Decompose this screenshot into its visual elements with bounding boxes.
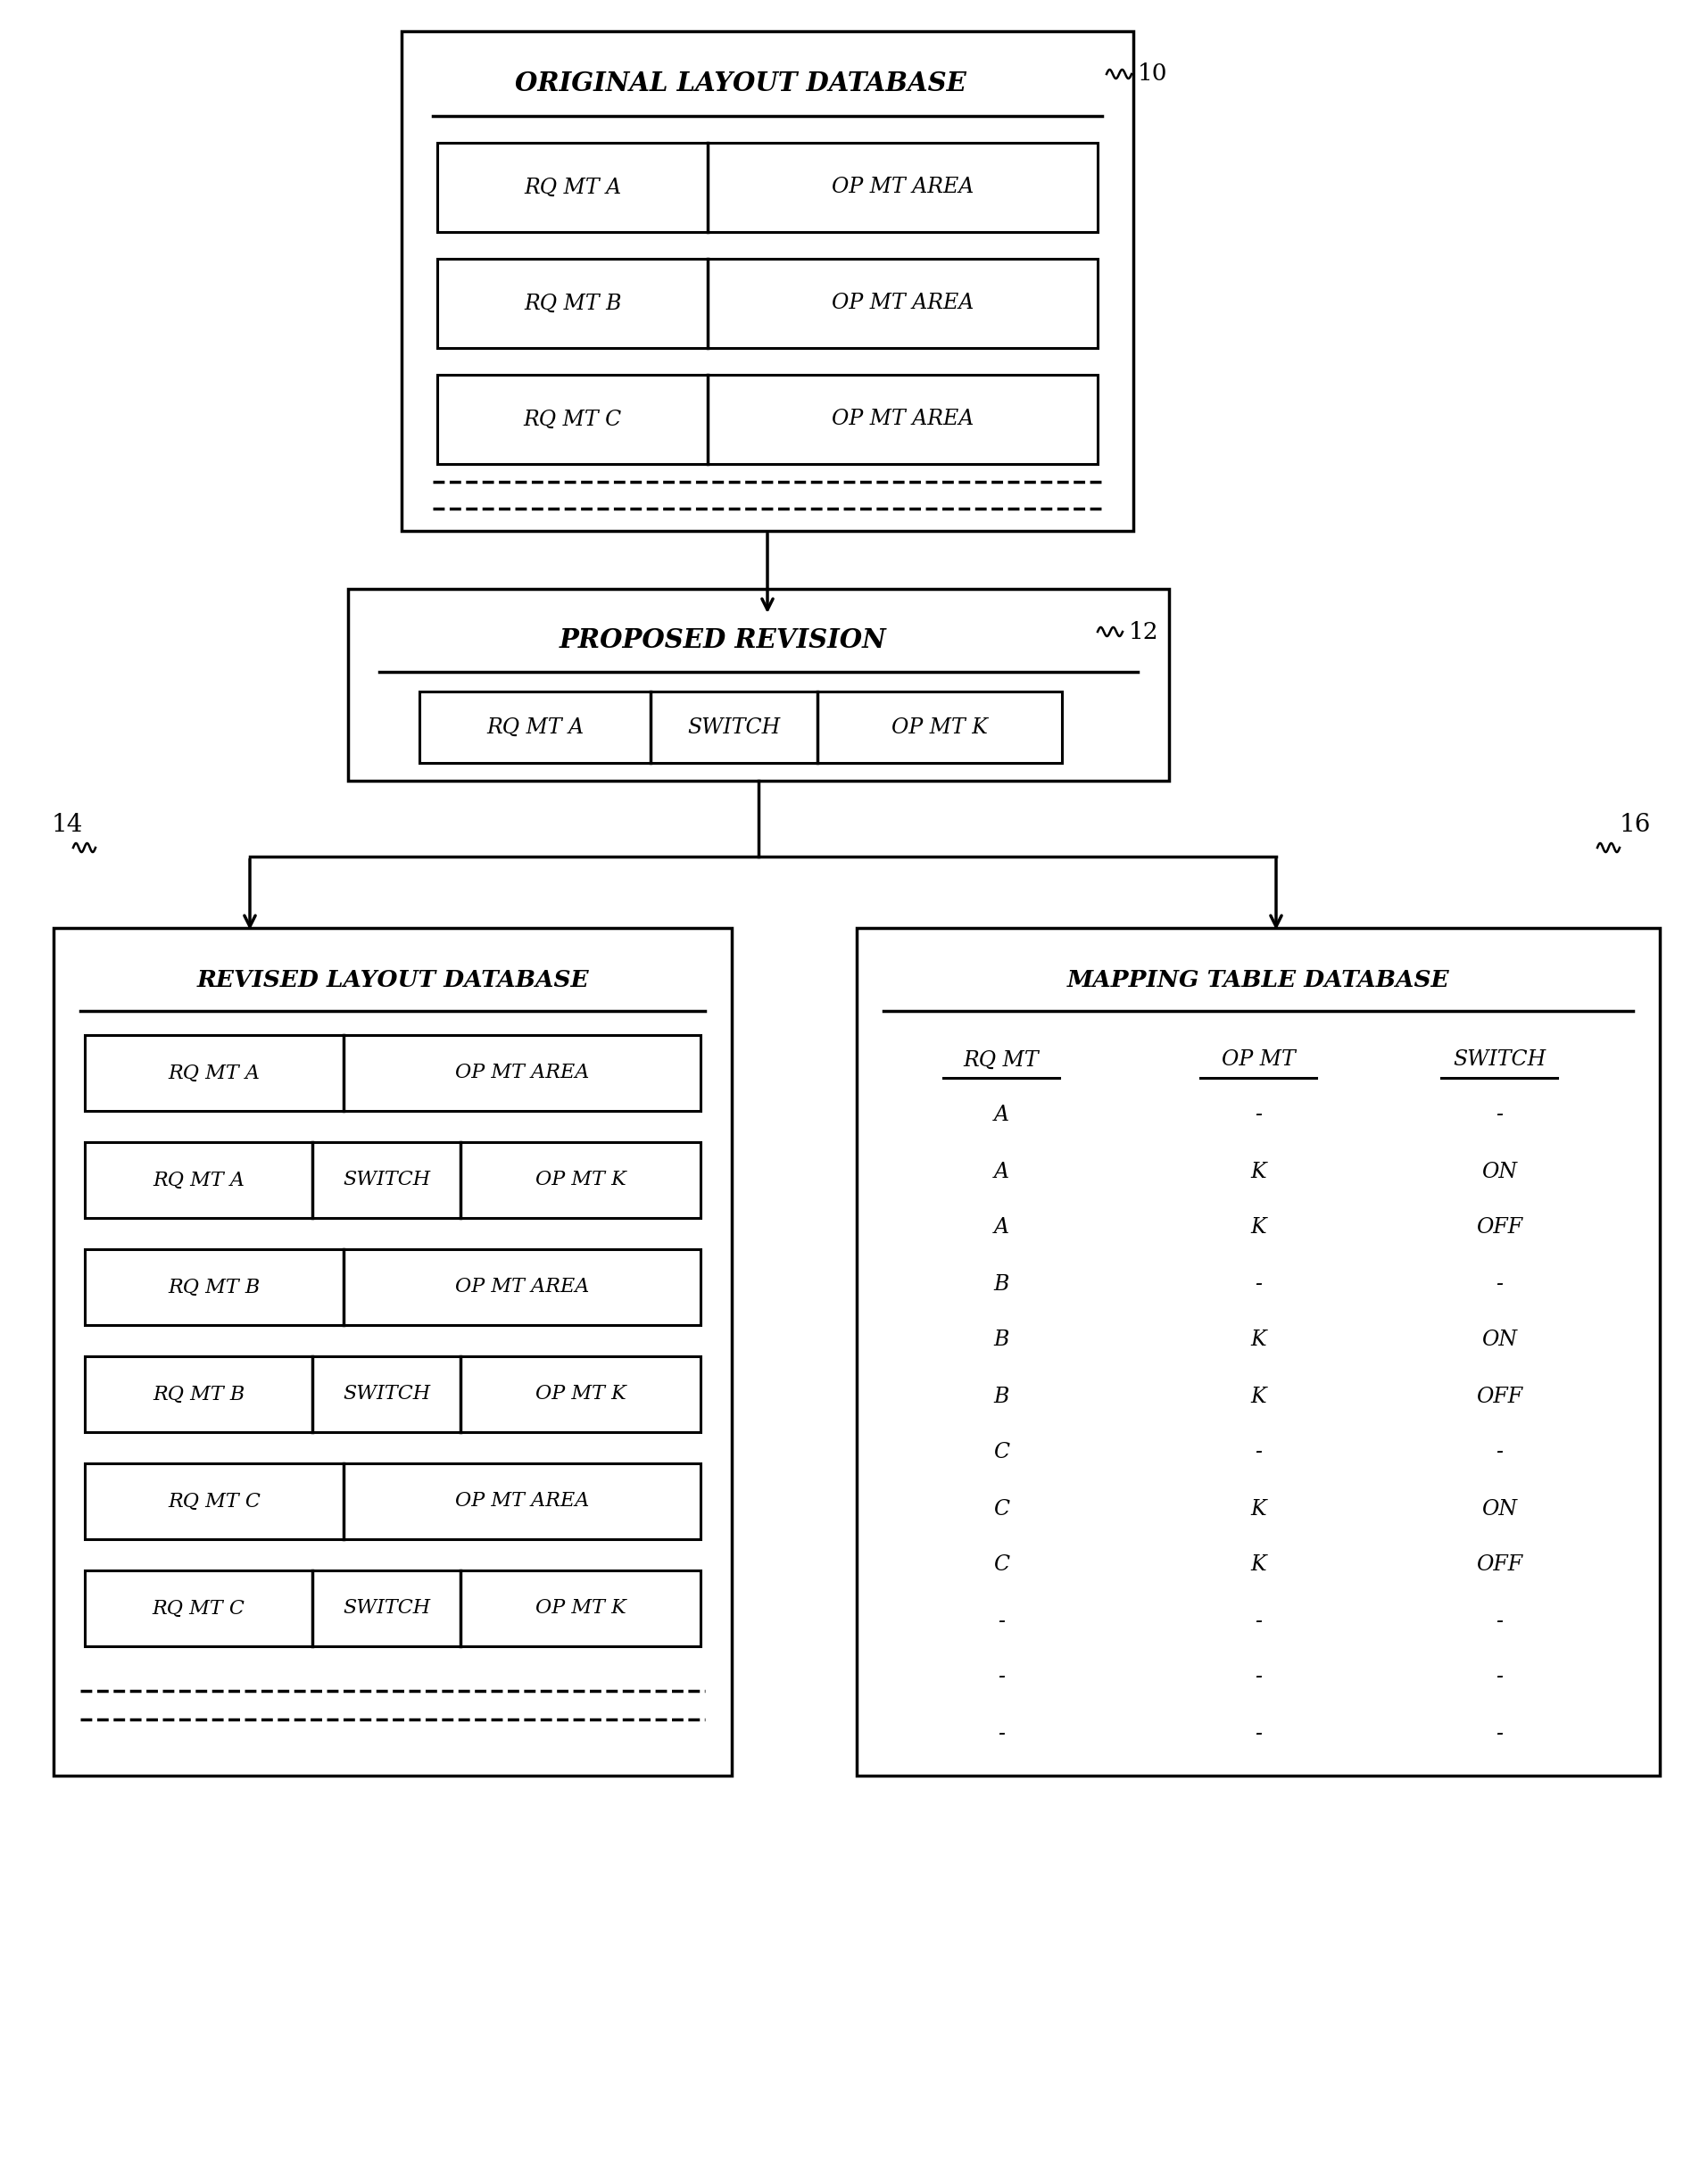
Text: OP MT AREA: OP MT AREA	[832, 294, 974, 313]
Text: K: K	[1250, 1330, 1266, 1351]
Text: RQ MT C: RQ MT C	[523, 409, 622, 430]
Text: -: -	[1494, 1442, 1501, 1464]
Text: C: C	[992, 1554, 1009, 1576]
Text: SWITCH: SWITCH	[343, 1170, 430, 1189]
Text: OFF: OFF	[1476, 1386, 1522, 1407]
Text: SWITCH: SWITCH	[687, 718, 781, 737]
Text: SWITCH: SWITCH	[343, 1384, 430, 1403]
Text: -: -	[1254, 1723, 1261, 1745]
Text: RQ MT C: RQ MT C	[152, 1598, 244, 1617]
Text: ORIGINAL LAYOUT DATABASE: ORIGINAL LAYOUT DATABASE	[514, 69, 967, 95]
Text: OP MT K: OP MT K	[535, 1598, 625, 1617]
Text: -: -	[1254, 1273, 1261, 1295]
Text: OP MT AREA: OP MT AREA	[454, 1492, 589, 1511]
Text: RQ MT: RQ MT	[963, 1051, 1038, 1070]
Text: A: A	[992, 1105, 1008, 1126]
Text: RQ MT A: RQ MT A	[152, 1170, 244, 1189]
Text: MAPPING TABLE DATABASE: MAPPING TABLE DATABASE	[1066, 969, 1448, 990]
Text: -: -	[1494, 1105, 1501, 1126]
Text: ON: ON	[1481, 1161, 1517, 1183]
Text: OP MT K: OP MT K	[892, 718, 987, 737]
Text: -: -	[997, 1611, 1004, 1632]
Bar	[85, 1464, 700, 1539]
Text: OP MT AREA: OP MT AREA	[454, 1278, 589, 1297]
Text: -: -	[1254, 1105, 1261, 1126]
Text: RQ MT B: RQ MT B	[152, 1384, 244, 1403]
Text: RQ MT B: RQ MT B	[524, 294, 622, 313]
Bar	[53, 927, 731, 1775]
Text: REVISED LAYOUT DATABASE: REVISED LAYOUT DATABASE	[196, 969, 589, 990]
Bar	[437, 374, 1097, 465]
Text: OFF: OFF	[1476, 1554, 1522, 1576]
Text: -: -	[1254, 1611, 1261, 1632]
Text: -: -	[1254, 1667, 1261, 1689]
Text: OP MT AREA: OP MT AREA	[832, 177, 974, 197]
Text: OP MT: OP MT	[1221, 1051, 1295, 1070]
Text: RQ MT B: RQ MT B	[167, 1278, 260, 1297]
Text: -: -	[1494, 1667, 1501, 1689]
Text: C: C	[992, 1498, 1009, 1520]
Text: 10: 10	[1138, 63, 1167, 84]
Text: ON: ON	[1481, 1330, 1517, 1351]
Text: 12: 12	[1129, 620, 1158, 642]
Text: K: K	[1250, 1217, 1266, 1239]
Text: ON: ON	[1481, 1498, 1517, 1520]
Text: -: -	[1254, 1442, 1261, 1464]
Bar	[348, 588, 1168, 780]
Bar	[85, 1570, 700, 1645]
Bar	[85, 1036, 700, 1111]
Text: -: -	[1494, 1273, 1501, 1295]
Text: B: B	[992, 1386, 1008, 1407]
Bar	[85, 1250, 700, 1325]
Text: 14: 14	[51, 813, 84, 837]
Text: 16: 16	[1619, 813, 1650, 837]
Text: SWITCH: SWITCH	[1452, 1051, 1546, 1070]
Text: OP MT AREA: OP MT AREA	[832, 409, 974, 430]
Bar	[437, 143, 1097, 231]
Text: A: A	[992, 1217, 1008, 1239]
Text: -: -	[1494, 1723, 1501, 1745]
Text: OP MT K: OP MT K	[535, 1170, 625, 1189]
Bar	[401, 30, 1132, 532]
Text: -: -	[1494, 1611, 1501, 1632]
Text: -: -	[997, 1723, 1004, 1745]
Text: OFF: OFF	[1476, 1217, 1522, 1239]
Text: C: C	[992, 1442, 1009, 1464]
Text: SWITCH: SWITCH	[343, 1598, 430, 1617]
Bar	[85, 1142, 700, 1217]
Text: B: B	[992, 1330, 1008, 1351]
Text: -: -	[997, 1667, 1004, 1689]
Text: RQ MT A: RQ MT A	[167, 1064, 260, 1083]
Text: RQ MT C: RQ MT C	[167, 1492, 260, 1511]
Text: OP MT K: OP MT K	[535, 1384, 625, 1403]
Text: RQ MT A: RQ MT A	[487, 718, 584, 737]
Bar	[85, 1356, 700, 1431]
Bar	[437, 259, 1097, 348]
Text: OP MT AREA: OP MT AREA	[454, 1064, 589, 1083]
Text: B: B	[992, 1273, 1008, 1295]
Text: PROPOSED REVISION: PROPOSED REVISION	[559, 627, 886, 653]
Text: RQ MT A: RQ MT A	[524, 177, 622, 197]
Text: K: K	[1250, 1498, 1266, 1520]
Bar	[418, 692, 1061, 763]
Bar	[856, 927, 1658, 1775]
Text: K: K	[1250, 1554, 1266, 1576]
Text: A: A	[992, 1161, 1008, 1183]
Text: K: K	[1250, 1386, 1266, 1407]
Text: K: K	[1250, 1161, 1266, 1183]
